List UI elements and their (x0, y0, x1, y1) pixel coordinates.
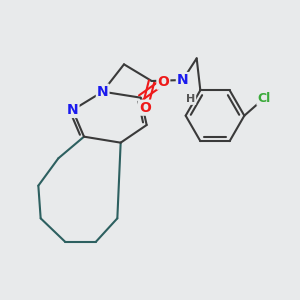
Text: H: H (186, 94, 195, 104)
Text: N: N (177, 73, 188, 87)
Text: N: N (97, 85, 109, 99)
Text: O: O (158, 75, 169, 89)
Text: O: O (139, 101, 151, 115)
Text: Cl: Cl (257, 92, 271, 105)
Text: N: N (67, 103, 79, 117)
